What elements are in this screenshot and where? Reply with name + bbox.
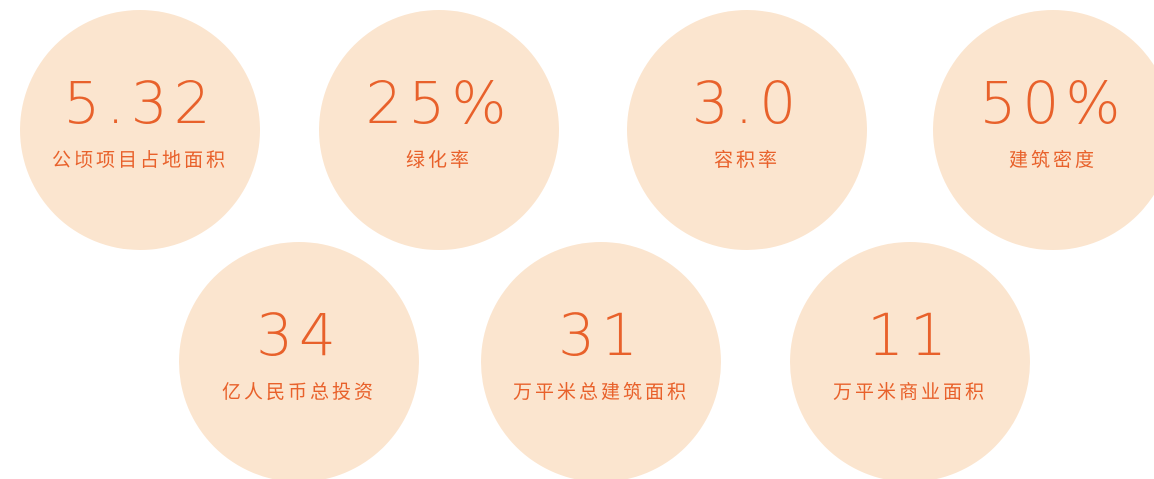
- stat-value: 50%: [979, 69, 1127, 137]
- stat-value: 5.32: [63, 69, 217, 137]
- stat-label: 万平米商业面积: [832, 381, 987, 403]
- stat-circle: [20, 10, 260, 250]
- stat-value: 25%: [365, 69, 513, 137]
- stat-label: 万平米总建筑面积: [512, 381, 689, 403]
- stat-value: 34: [256, 301, 342, 369]
- stat-label: 绿化率: [405, 149, 472, 171]
- stat-label: 容积率: [713, 149, 780, 171]
- stat-label: 建筑密度: [1008, 149, 1097, 171]
- stat-label: 公顷项目占地面积: [51, 149, 228, 171]
- stat-value: 3.0: [691, 69, 803, 137]
- stat-label: 亿人民币总投资: [221, 381, 376, 403]
- stat-circle: [933, 10, 1154, 250]
- stat-value: 31: [558, 301, 644, 369]
- stat-circle: [481, 242, 721, 479]
- stat-circle: [179, 242, 419, 479]
- stat-circle: [790, 242, 1030, 479]
- stat-value: 11: [867, 301, 953, 369]
- stat-circle: [319, 10, 559, 250]
- stat-circle: [627, 10, 867, 250]
